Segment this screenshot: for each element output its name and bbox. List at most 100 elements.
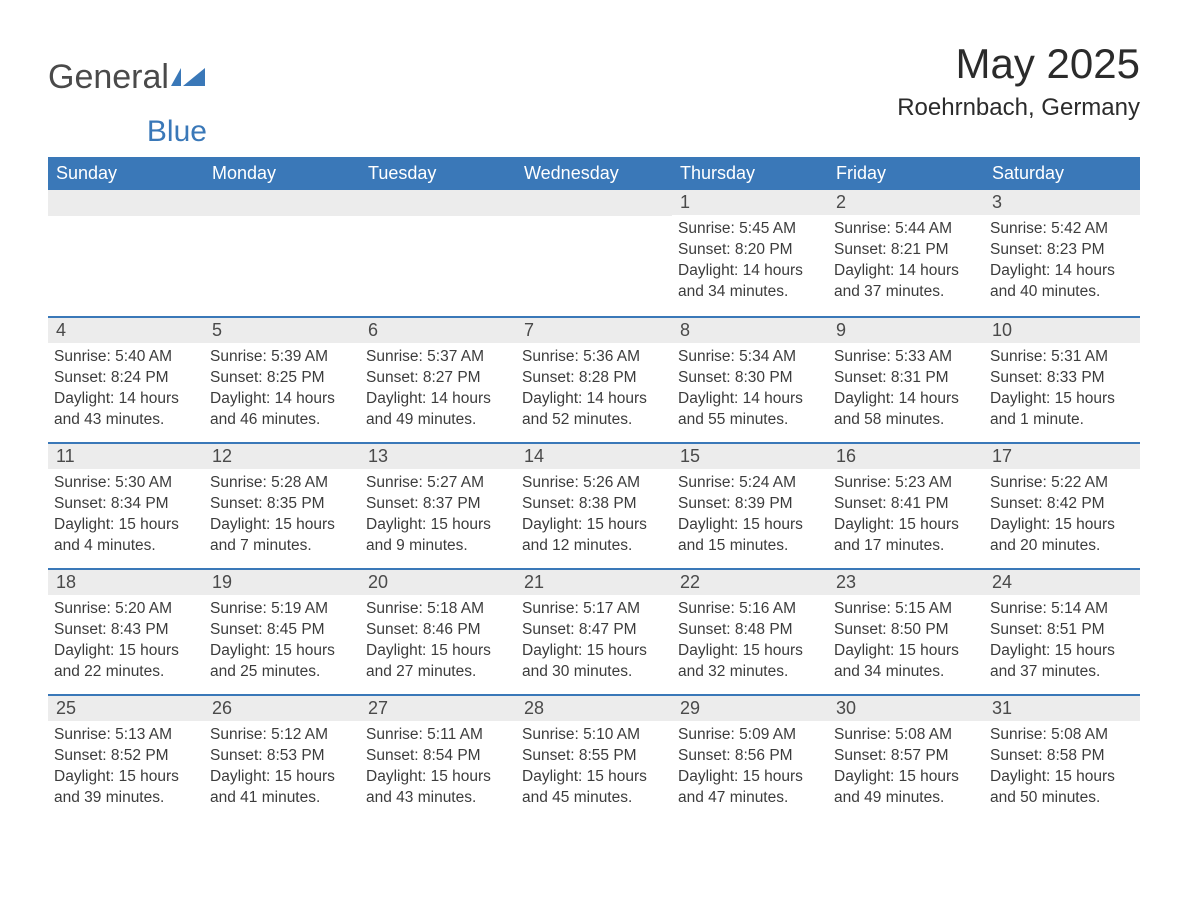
logo-text-blue: Blue	[40, 115, 207, 149]
day-cell: 8Sunrise: 5:34 AMSunset: 8:30 PMDaylight…	[672, 318, 828, 442]
day-detail: Sunrise: 5:44 AMSunset: 8:21 PMDaylight:…	[828, 215, 984, 311]
dow-thursday: Thursday	[672, 157, 828, 190]
day-detail: Sunrise: 5:18 AMSunset: 8:46 PMDaylight:…	[360, 595, 516, 691]
day-cell: 14Sunrise: 5:26 AMSunset: 8:38 PMDayligh…	[516, 444, 672, 568]
day-cell	[516, 190, 672, 316]
day-detail: Sunrise: 5:27 AMSunset: 8:37 PMDaylight:…	[360, 469, 516, 565]
day-cell	[360, 190, 516, 316]
day-detail: Sunrise: 5:34 AMSunset: 8:30 PMDaylight:…	[672, 343, 828, 439]
day-detail: Sunrise: 5:39 AMSunset: 8:25 PMDaylight:…	[204, 343, 360, 439]
day-number: 21	[516, 570, 672, 595]
day-number: 19	[204, 570, 360, 595]
day-cell: 2Sunrise: 5:44 AMSunset: 8:21 PMDaylight…	[828, 190, 984, 316]
day-number: 2	[828, 190, 984, 215]
day-number: 17	[984, 444, 1140, 469]
day-number: 3	[984, 190, 1140, 215]
day-number: 13	[360, 444, 516, 469]
day-detail: Sunrise: 5:08 AMSunset: 8:57 PMDaylight:…	[828, 721, 984, 817]
day-detail: Sunrise: 5:33 AMSunset: 8:31 PMDaylight:…	[828, 343, 984, 439]
day-detail: Sunrise: 5:26 AMSunset: 8:38 PMDaylight:…	[516, 469, 672, 565]
day-detail: Sunrise: 5:17 AMSunset: 8:47 PMDaylight:…	[516, 595, 672, 691]
calendar: Sunday Monday Tuesday Wednesday Thursday…	[48, 157, 1140, 820]
day-number: 4	[48, 318, 204, 343]
location-title: Roehrnbach, Germany	[897, 94, 1140, 122]
day-number: 11	[48, 444, 204, 469]
title-block: May 2025 Roehrnbach, Germany	[897, 40, 1140, 122]
empty-day	[360, 190, 516, 216]
week-row: 25Sunrise: 5:13 AMSunset: 8:52 PMDayligh…	[48, 694, 1140, 820]
dow-wednesday: Wednesday	[516, 157, 672, 190]
day-number: 10	[984, 318, 1140, 343]
day-cell: 23Sunrise: 5:15 AMSunset: 8:50 PMDayligh…	[828, 570, 984, 694]
day-detail: Sunrise: 5:36 AMSunset: 8:28 PMDaylight:…	[516, 343, 672, 439]
dow-friday: Friday	[828, 157, 984, 190]
day-number: 27	[360, 696, 516, 721]
day-cell: 6Sunrise: 5:37 AMSunset: 8:27 PMDaylight…	[360, 318, 516, 442]
day-detail: Sunrise: 5:22 AMSunset: 8:42 PMDaylight:…	[984, 469, 1140, 565]
day-detail: Sunrise: 5:19 AMSunset: 8:45 PMDaylight:…	[204, 595, 360, 691]
day-cell: 29Sunrise: 5:09 AMSunset: 8:56 PMDayligh…	[672, 696, 828, 820]
day-number: 7	[516, 318, 672, 343]
page-header: General Blue May 2025 Roehrnbach, German…	[48, 40, 1140, 149]
week-row: 1Sunrise: 5:45 AMSunset: 8:20 PMDaylight…	[48, 190, 1140, 316]
day-of-week-header: Sunday Monday Tuesday Wednesday Thursday…	[48, 157, 1140, 190]
day-cell: 7Sunrise: 5:36 AMSunset: 8:28 PMDaylight…	[516, 318, 672, 442]
day-number: 26	[204, 696, 360, 721]
day-number: 6	[360, 318, 516, 343]
day-number: 16	[828, 444, 984, 469]
day-cell: 4Sunrise: 5:40 AMSunset: 8:24 PMDaylight…	[48, 318, 204, 442]
week-row: 4Sunrise: 5:40 AMSunset: 8:24 PMDaylight…	[48, 316, 1140, 442]
day-detail: Sunrise: 5:31 AMSunset: 8:33 PMDaylight:…	[984, 343, 1140, 439]
day-number: 22	[672, 570, 828, 595]
day-cell: 1Sunrise: 5:45 AMSunset: 8:20 PMDaylight…	[672, 190, 828, 316]
day-detail: Sunrise: 5:30 AMSunset: 8:34 PMDaylight:…	[48, 469, 204, 565]
dow-sunday: Sunday	[48, 157, 204, 190]
day-number: 18	[48, 570, 204, 595]
day-detail: Sunrise: 5:11 AMSunset: 8:54 PMDaylight:…	[360, 721, 516, 817]
day-number: 30	[828, 696, 984, 721]
day-detail: Sunrise: 5:09 AMSunset: 8:56 PMDaylight:…	[672, 721, 828, 817]
day-cell: 22Sunrise: 5:16 AMSunset: 8:48 PMDayligh…	[672, 570, 828, 694]
day-detail: Sunrise: 5:40 AMSunset: 8:24 PMDaylight:…	[48, 343, 204, 439]
week-row: 18Sunrise: 5:20 AMSunset: 8:43 PMDayligh…	[48, 568, 1140, 694]
empty-day	[516, 190, 672, 216]
logo: General Blue	[48, 40, 207, 149]
day-number: 14	[516, 444, 672, 469]
day-detail: Sunrise: 5:15 AMSunset: 8:50 PMDaylight:…	[828, 595, 984, 691]
day-detail: Sunrise: 5:08 AMSunset: 8:58 PMDaylight:…	[984, 721, 1140, 817]
day-cell: 28Sunrise: 5:10 AMSunset: 8:55 PMDayligh…	[516, 696, 672, 820]
day-detail: Sunrise: 5:16 AMSunset: 8:48 PMDaylight:…	[672, 595, 828, 691]
day-detail: Sunrise: 5:24 AMSunset: 8:39 PMDaylight:…	[672, 469, 828, 565]
day-cell: 18Sunrise: 5:20 AMSunset: 8:43 PMDayligh…	[48, 570, 204, 694]
day-cell: 26Sunrise: 5:12 AMSunset: 8:53 PMDayligh…	[204, 696, 360, 820]
day-cell: 27Sunrise: 5:11 AMSunset: 8:54 PMDayligh…	[360, 696, 516, 820]
day-detail: Sunrise: 5:45 AMSunset: 8:20 PMDaylight:…	[672, 215, 828, 311]
week-row: 11Sunrise: 5:30 AMSunset: 8:34 PMDayligh…	[48, 442, 1140, 568]
day-detail: Sunrise: 5:37 AMSunset: 8:27 PMDaylight:…	[360, 343, 516, 439]
day-number: 25	[48, 696, 204, 721]
day-cell: 31Sunrise: 5:08 AMSunset: 8:58 PMDayligh…	[984, 696, 1140, 820]
day-number: 9	[828, 318, 984, 343]
day-cell: 21Sunrise: 5:17 AMSunset: 8:47 PMDayligh…	[516, 570, 672, 694]
day-cell: 15Sunrise: 5:24 AMSunset: 8:39 PMDayligh…	[672, 444, 828, 568]
weeks-container: 1Sunrise: 5:45 AMSunset: 8:20 PMDaylight…	[48, 190, 1140, 820]
day-number: 29	[672, 696, 828, 721]
day-detail: Sunrise: 5:28 AMSunset: 8:35 PMDaylight:…	[204, 469, 360, 565]
day-number: 20	[360, 570, 516, 595]
day-cell: 5Sunrise: 5:39 AMSunset: 8:25 PMDaylight…	[204, 318, 360, 442]
month-title: May 2025	[897, 40, 1140, 88]
day-cell: 12Sunrise: 5:28 AMSunset: 8:35 PMDayligh…	[204, 444, 360, 568]
day-number: 15	[672, 444, 828, 469]
day-number: 23	[828, 570, 984, 595]
day-detail: Sunrise: 5:42 AMSunset: 8:23 PMDaylight:…	[984, 215, 1140, 311]
day-detail: Sunrise: 5:20 AMSunset: 8:43 PMDaylight:…	[48, 595, 204, 691]
day-detail: Sunrise: 5:12 AMSunset: 8:53 PMDaylight:…	[204, 721, 360, 817]
day-number: 24	[984, 570, 1140, 595]
day-cell: 16Sunrise: 5:23 AMSunset: 8:41 PMDayligh…	[828, 444, 984, 568]
day-cell: 19Sunrise: 5:19 AMSunset: 8:45 PMDayligh…	[204, 570, 360, 694]
day-cell: 24Sunrise: 5:14 AMSunset: 8:51 PMDayligh…	[984, 570, 1140, 694]
logo-flag-icon	[171, 66, 207, 95]
day-number: 8	[672, 318, 828, 343]
day-cell	[48, 190, 204, 316]
day-number: 5	[204, 318, 360, 343]
